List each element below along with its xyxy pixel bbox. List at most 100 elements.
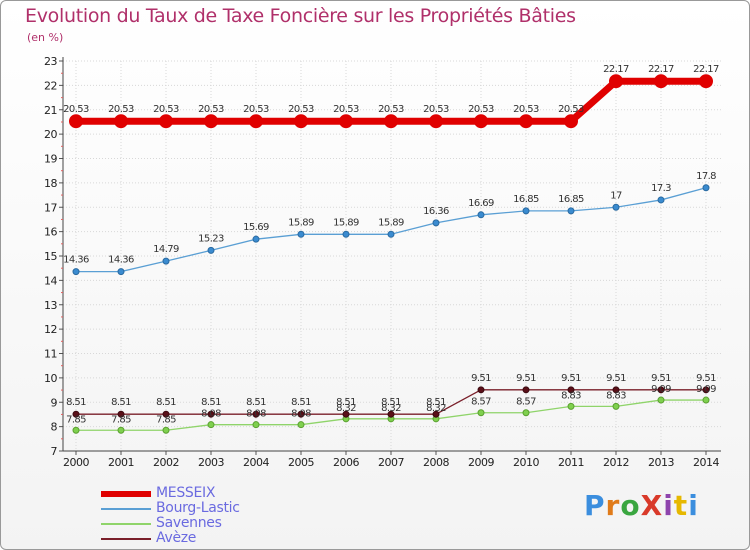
- y-tick-label: 21: [44, 104, 57, 117]
- x-tick-label: 2010: [513, 456, 539, 469]
- data-label-messeix: 22.17: [693, 64, 719, 75]
- data-point-bourg-lastic: [522, 207, 530, 215]
- data-label-messeix: 20.53: [153, 104, 179, 115]
- logo-letter: o: [620, 489, 641, 522]
- data-label-messeix: 20.53: [423, 104, 449, 115]
- data-point-av-ze: [342, 410, 350, 418]
- data-point-savennes: [297, 421, 305, 429]
- data-label-bourg-lastic: 15.89: [378, 217, 404, 228]
- data-label-av-ze: 8.51: [111, 397, 131, 408]
- x-tick-label: 2013: [648, 456, 674, 469]
- data-label-bourg-lastic: 16.85: [513, 194, 539, 205]
- data-label-bourg-lastic: 14.36: [63, 255, 89, 266]
- data-point-av-ze: [522, 386, 530, 394]
- y-tick-label: 20: [44, 128, 57, 141]
- data-label-messeix: 22.17: [603, 64, 629, 75]
- data-point-av-ze: [657, 386, 665, 394]
- data-point-av-ze: [567, 386, 575, 394]
- data-label-savennes: 9.09: [651, 384, 671, 395]
- data-point-messeix: [429, 114, 443, 129]
- data-label-messeix: 20.53: [378, 104, 404, 115]
- x-tick-label: 2006: [333, 456, 359, 469]
- data-label-savennes: 8.83: [606, 390, 626, 401]
- data-point-savennes: [72, 426, 80, 434]
- x-tick-label: 2005: [288, 456, 314, 469]
- data-point-savennes: [252, 421, 260, 429]
- data-point-av-ze: [297, 410, 305, 418]
- data-label-av-ze: 9.51: [606, 373, 626, 384]
- chart-title: Evolution du Taux de Taxe Foncière sur l…: [25, 5, 576, 27]
- data-point-bourg-lastic: [387, 230, 395, 238]
- data-label-av-ze: 9.51: [651, 373, 671, 384]
- data-point-av-ze: [72, 410, 80, 418]
- logo-letter: X: [640, 489, 664, 522]
- y-tick-label: 9: [51, 396, 58, 409]
- legend-label-savennes: Savennes: [156, 515, 222, 531]
- data-point-bourg-lastic: [657, 196, 665, 204]
- y-tick-label: 7: [51, 445, 58, 458]
- logo-letter: P: [584, 489, 606, 522]
- data-label-av-ze: 9.51: [696, 373, 716, 384]
- data-point-bourg-lastic: [297, 230, 305, 238]
- data-label-savennes: 7.85: [111, 414, 131, 425]
- x-tick-label: 2011: [558, 456, 584, 469]
- data-label-bourg-lastic: 14.36: [108, 255, 134, 266]
- y-tick-label: 17: [44, 201, 57, 214]
- data-point-messeix: [294, 114, 308, 129]
- data-point-bourg-lastic: [702, 184, 710, 192]
- data-label-av-ze: 9.51: [471, 373, 491, 384]
- data-label-savennes: 8.08: [201, 409, 221, 420]
- line-chart: 7 8 9 10 11 12 13 14 15 16 17 18 19 20 21 22 23 2000 2001 2…: [44, 55, 721, 469]
- data-point-savennes: [522, 409, 530, 417]
- y-tick-label: 15: [44, 250, 57, 263]
- data-label-messeix: 20.53: [288, 104, 314, 115]
- x-tick-label: 2014: [693, 456, 719, 469]
- data-label-messeix: 20.53: [333, 104, 359, 115]
- data-label-messeix: 22.17: [648, 64, 674, 75]
- unit-label: (en %): [27, 31, 64, 44]
- data-point-messeix: [204, 114, 218, 129]
- data-label-bourg-lastic: 14.79: [153, 244, 179, 255]
- data-label-av-ze: 9.51: [561, 373, 581, 384]
- data-point-av-ze: [252, 410, 260, 418]
- data-point-av-ze: [387, 410, 395, 418]
- data-point-bourg-lastic: [432, 219, 440, 227]
- proxiti-logo: ProXiti: [584, 489, 699, 522]
- data-point-bourg-lastic: [117, 268, 125, 276]
- data-point-savennes: [117, 426, 125, 434]
- data-label-bourg-lastic: 17: [610, 190, 622, 201]
- data-label-av-ze: 8.51: [291, 397, 311, 408]
- data-labels: 7.85 7.85 7.85 8.08 8.08 8.08 8.32 8.32 8.32 8.57…: [63, 64, 719, 425]
- data-point-bourg-lastic: [207, 246, 215, 254]
- legend-label-bourg-lastic: Bourg-Lastic: [156, 500, 240, 516]
- x-tick-label: 2007: [378, 456, 404, 469]
- data-label-savennes: 8.08: [246, 409, 266, 420]
- data-point-av-ze: [477, 386, 485, 394]
- data-point-savennes: [702, 396, 710, 404]
- data-point-messeix: [609, 74, 623, 89]
- y-tick-label: 13: [44, 299, 57, 312]
- data-label-bourg-lastic: 15.89: [333, 217, 359, 228]
- data-label-bourg-lastic: 15.23: [198, 233, 224, 244]
- data-point-av-ze: [702, 386, 710, 394]
- data-point-bourg-lastic: [567, 207, 575, 215]
- data-label-av-ze: 8.51: [381, 397, 401, 408]
- data-label-messeix: 20.53: [198, 104, 224, 115]
- data-label-av-ze: 9.51: [516, 373, 536, 384]
- data-label-bourg-lastic: 16.69: [468, 198, 494, 209]
- data-label-savennes: 8.57: [516, 397, 536, 408]
- data-point-av-ze: [162, 410, 170, 418]
- legend-swatch-messeix: [101, 491, 151, 497]
- x-tick-label: 2012: [603, 456, 629, 469]
- data-point-messeix: [384, 114, 398, 129]
- data-point-savennes: [612, 402, 620, 410]
- data-label-av-ze: 8.51: [426, 397, 446, 408]
- series-layer: [69, 74, 713, 434]
- data-point-bourg-lastic: [252, 235, 260, 243]
- logo-letter: i: [663, 489, 674, 522]
- data-point-messeix: [159, 114, 173, 129]
- data-point-messeix: [699, 74, 713, 89]
- data-label-av-ze: 8.51: [336, 397, 356, 408]
- legend-swatch-bourg-lastic: [101, 508, 151, 510]
- y-tick-label: 23: [44, 55, 57, 68]
